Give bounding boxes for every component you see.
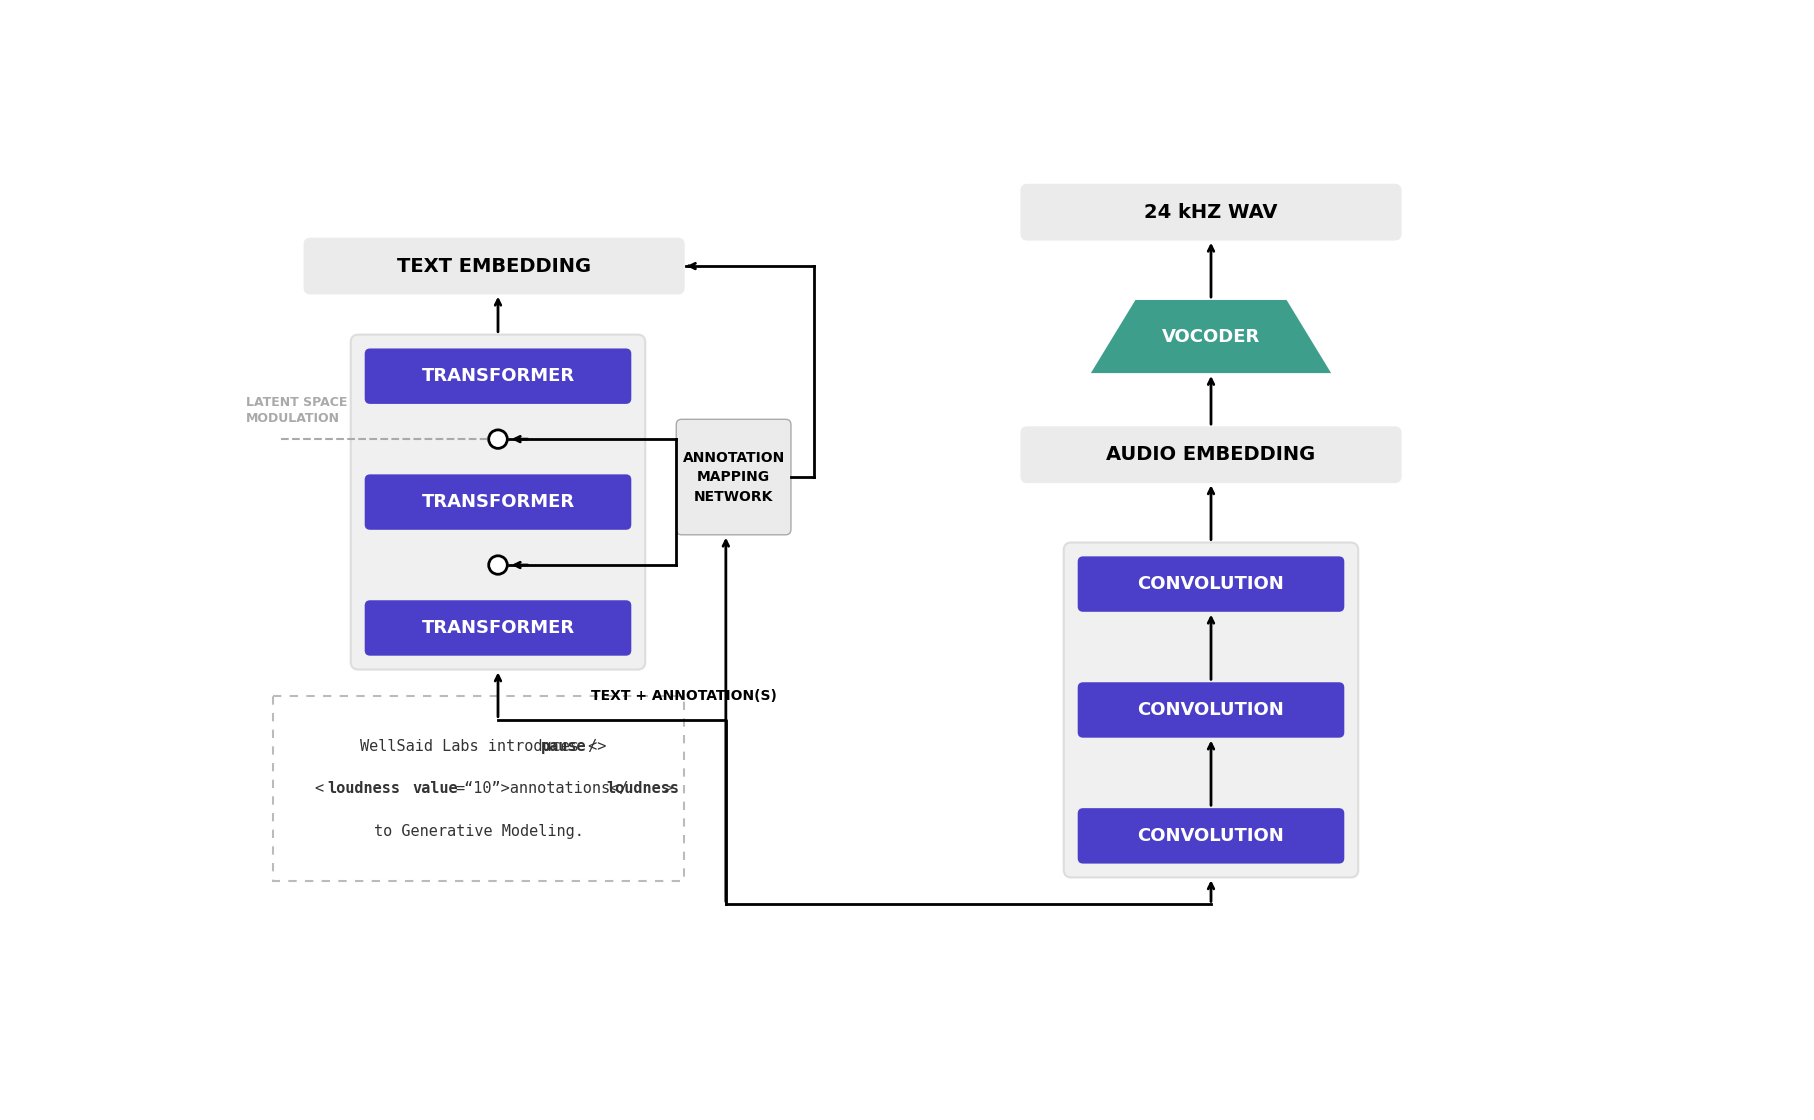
Text: CONVOLUTION: CONVOLUTION [1137,701,1284,719]
FancyBboxPatch shape [365,348,631,404]
Text: =“10”>annotations</: =“10”>annotations</ [455,782,629,796]
Text: TRANSFORMER: TRANSFORMER [421,619,575,637]
Text: <: < [314,782,323,796]
Text: pause: pause [541,739,586,754]
Bar [274,697,684,881]
FancyBboxPatch shape [1021,185,1400,240]
Text: TRANSFORMER: TRANSFORMER [421,493,575,511]
Text: CONVOLUTION: CONVOLUTION [1137,827,1284,844]
Text: to Generative Modeling.: to Generative Modeling. [374,823,584,839]
Text: CONVOLUTION: CONVOLUTION [1137,575,1284,594]
Text: >: > [664,782,673,796]
Text: LATENT SPACE
MODULATION: LATENT SPACE MODULATION [247,396,348,426]
FancyBboxPatch shape [1078,809,1344,864]
Text: loudness: loudness [606,782,680,796]
Text: loudness: loudness [328,782,401,796]
FancyBboxPatch shape [1063,542,1359,877]
FancyBboxPatch shape [1021,427,1400,483]
Text: />: /> [579,739,606,754]
FancyBboxPatch shape [1078,682,1344,738]
Text: WellSaid Labs introduces <: WellSaid Labs introduces < [359,739,597,754]
Circle shape [488,556,508,575]
FancyBboxPatch shape [677,419,791,534]
FancyBboxPatch shape [305,239,684,293]
FancyBboxPatch shape [350,335,646,670]
Text: ANNOTATION
MAPPING
NETWORK: ANNOTATION MAPPING NETWORK [682,450,785,504]
Text: 24 kHZ WAV: 24 kHZ WAV [1145,203,1277,222]
Text: TEXT EMBEDDING: TEXT EMBEDDING [397,256,591,276]
Text: AUDIO EMBEDDING: AUDIO EMBEDDING [1107,446,1315,464]
Polygon shape [1090,300,1331,373]
FancyBboxPatch shape [1078,557,1344,612]
Text: value: value [414,782,459,796]
Circle shape [488,430,508,448]
Text: VOCODER: VOCODER [1163,327,1261,346]
FancyBboxPatch shape [365,600,631,655]
FancyBboxPatch shape [365,475,631,530]
Text: TEXT + ANNOTATION(S): TEXT + ANNOTATION(S) [591,690,776,703]
Text: TRANSFORMER: TRANSFORMER [421,367,575,385]
